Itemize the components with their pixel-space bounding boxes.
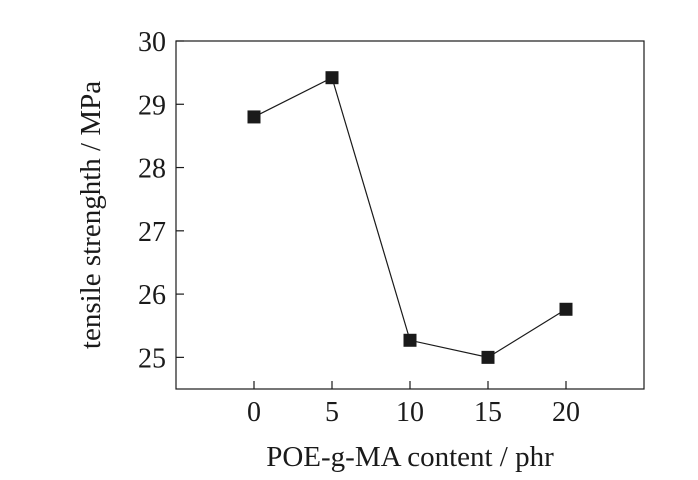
y-tick-label: 29	[138, 90, 166, 121]
x-tick-label: 0	[247, 397, 261, 428]
x-tick-label: 20	[552, 397, 580, 428]
x-tick-label: 15	[474, 397, 502, 428]
y-tick-label: 30	[138, 27, 166, 58]
x-tick-label: 5	[325, 397, 339, 428]
data-point-marker	[559, 302, 573, 316]
y-tick-label: 25	[138, 343, 166, 374]
y-axis-label: tensile strenghth / MPa	[75, 81, 107, 349]
data-point-marker	[403, 333, 417, 347]
x-axis-label: POE-g-MA content / phr	[266, 441, 554, 473]
y-tick-label: 28	[138, 154, 166, 185]
y-tick-label: 26	[138, 280, 166, 311]
x-axis-ticks: 0 5 10 15 20	[247, 381, 580, 428]
data-point-marker	[325, 71, 339, 85]
y-axis-ticks: 25 26 27 28 29 30	[138, 27, 184, 374]
y-tick-label: 27	[138, 217, 166, 248]
data-point-marker	[247, 110, 261, 124]
x-tick-label: 10	[396, 397, 424, 428]
series-line	[253, 76, 567, 359]
data-point-marker	[481, 350, 495, 364]
series-layer	[247, 71, 573, 364]
